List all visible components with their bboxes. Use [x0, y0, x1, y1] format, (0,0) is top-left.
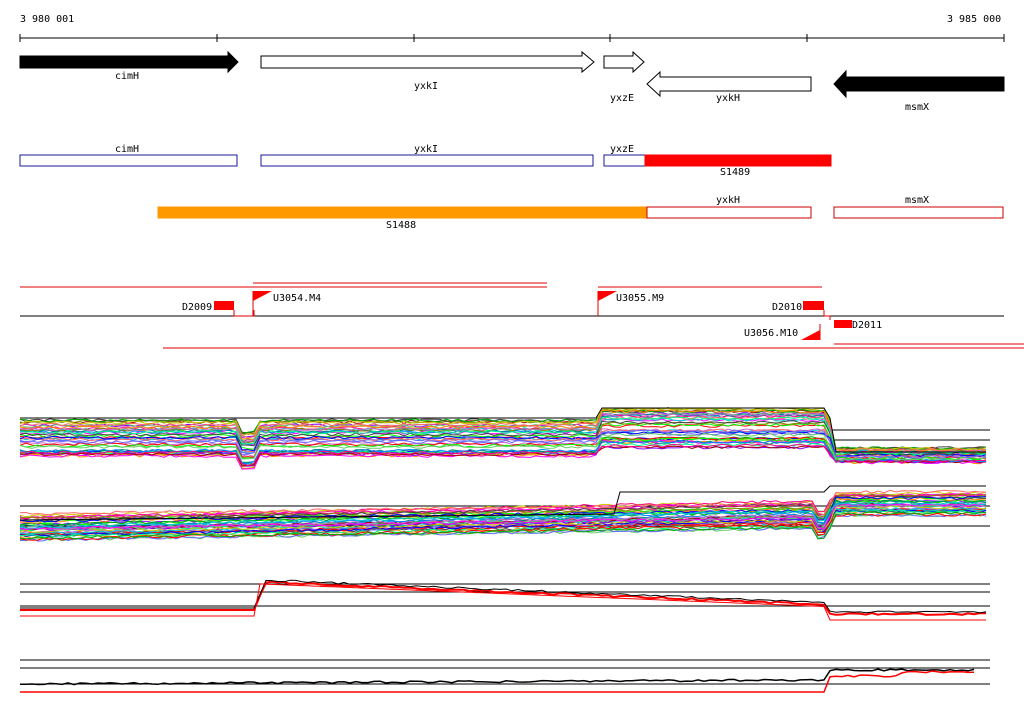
expression-trace — [19, 495, 987, 523]
feature-box-D2009[interactable] — [214, 301, 234, 310]
expression-trace — [19, 420, 987, 456]
expression-trace — [19, 509, 987, 538]
expression-trace — [19, 512, 987, 541]
expression-trace — [19, 416, 987, 455]
expression-trace — [19, 432, 987, 461]
segment-yxkI[interactable] — [260, 154, 594, 167]
segment-label-cimH: cimH — [115, 144, 139, 155]
expression-panel-4 — [20, 659, 990, 693]
expression-trace — [19, 507, 987, 536]
feature-track: D2009 U3054.M4 U3055.M9 D2010 D2011 U305… — [20, 282, 1024, 349]
segment-track-2: S1488 yxkH msmX — [157, 195, 1004, 231]
flag-icon[interactable] — [801, 330, 820, 340]
feature-box-D2011[interactable] — [834, 320, 852, 328]
segment-S1488[interactable] — [157, 206, 648, 219]
segment-label-yxzE: yxzE — [610, 144, 634, 155]
expression-trace — [20, 579, 987, 614]
expression-trace — [19, 509, 987, 537]
gene-label-cimH: cimH — [115, 71, 139, 82]
expression-trace — [19, 412, 987, 454]
expression-trace — [19, 503, 987, 531]
gene-arrow-yxkH[interactable] — [646, 70, 812, 98]
expression-trace — [19, 416, 987, 452]
feature-label-D2009: D2009 — [182, 302, 212, 313]
gene-arrow-yxkI[interactable] — [260, 50, 595, 74]
connector-line — [823, 310, 831, 320]
segment-yxzE[interactable] — [603, 154, 648, 167]
segment-label-S1488: S1488 — [386, 220, 416, 231]
ruler-start-label: 3 980 001 — [20, 14, 74, 25]
expression-panel-1 — [19, 406, 990, 470]
expression-trace — [19, 428, 987, 458]
expression-trace — [19, 443, 987, 467]
expression-trace — [20, 580, 987, 616]
gene-label-yxkI: yxkI — [414, 81, 438, 92]
segment-label-S1489: S1489 — [720, 167, 750, 178]
segment-yxkH[interactable] — [646, 206, 812, 219]
coordinate-ruler: 3 980 001 3 985 000 — [19, 14, 1005, 42]
expression-panel-2 — [19, 485, 990, 542]
segment-S1489[interactable] — [644, 154, 832, 167]
feature-box-D2010[interactable] — [803, 301, 824, 310]
expression-trace — [19, 513, 987, 542]
expression-trace — [19, 493, 987, 519]
feature-label-U3056.M10: U3056.M10 — [744, 328, 798, 339]
gene-label-yxzE: yxzE — [610, 93, 634, 104]
segment-track-1: cimH yxkI yxzE S1489 — [19, 144, 832, 178]
gene-label-msmX: msmX — [905, 102, 929, 113]
expression-trace — [19, 511, 987, 540]
ruler-end-label: 3 985 000 — [947, 14, 1001, 25]
expression-trace — [20, 407, 986, 453]
segment-label-msmX: msmX — [905, 195, 929, 206]
expression-trace — [19, 439, 987, 470]
expression-trace — [19, 485, 986, 521]
expression-trace — [19, 429, 987, 459]
gene-arrow-cimH[interactable] — [19, 50, 239, 74]
expression-panel-3 — [20, 579, 990, 621]
feature-label-D2011: D2011 — [852, 320, 882, 331]
feature-label-D2010: D2010 — [772, 302, 802, 313]
gene-arrow-msmX[interactable] — [833, 69, 1005, 99]
expression-trace — [19, 493, 987, 520]
connector-line — [233, 310, 255, 317]
feature-label-U3055.M9: U3055.M9 — [616, 293, 664, 304]
flag-icon[interactable] — [253, 291, 272, 301]
expression-trace — [20, 583, 986, 621]
expression-trace — [19, 440, 987, 465]
segment-cimH[interactable] — [19, 154, 238, 167]
expression-trace — [19, 489, 987, 516]
segment-label-yxkH: yxkH — [716, 195, 740, 206]
segment-msmX[interactable] — [833, 206, 1004, 219]
expression-trace — [19, 503, 987, 531]
expression-trace — [20, 668, 975, 686]
expression-trace — [19, 505, 987, 533]
flag-icon[interactable] — [598, 291, 617, 301]
expression-trace — [19, 422, 987, 457]
feature-label-U3054.M4: U3054.M4 — [273, 293, 321, 304]
expression-trace — [20, 670, 975, 693]
segment-label-yxkI: yxkI — [414, 144, 438, 155]
expression-trace — [19, 409, 987, 453]
gene-label-yxkH: yxkH — [716, 93, 740, 104]
gene-arrow-yxzE[interactable] — [603, 50, 645, 74]
gene-track: cimH yxkI yxzE yxkH msmX — [19, 50, 1005, 113]
